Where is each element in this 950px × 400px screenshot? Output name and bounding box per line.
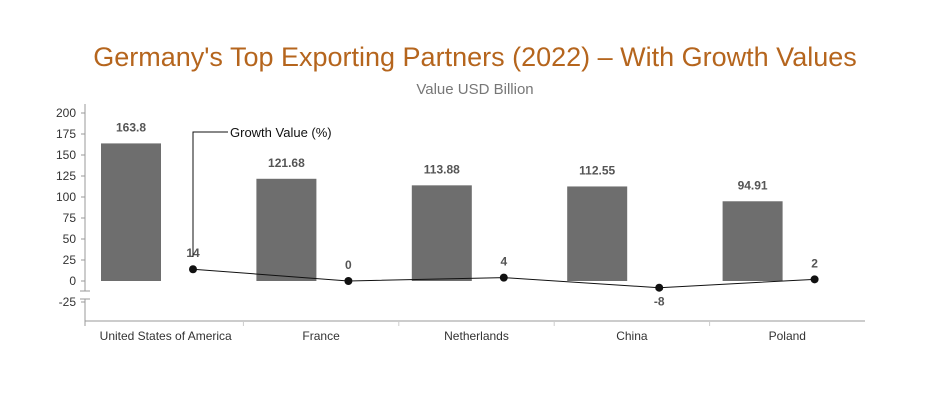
growth-point (655, 283, 664, 292)
growth-value-label: 2 (811, 256, 818, 270)
x-axis: United States of America France Netherland… (85, 320, 865, 343)
bar-series: 163.8 121.68 113.88 112.55 94.91 (101, 120, 783, 281)
x-tick-label: China (616, 329, 648, 343)
y-tick-label: 200 (56, 106, 76, 120)
y-axis: 200 175 150 125 100 75 50 25 0 -25 (56, 104, 90, 326)
x-tick-label: United States of America (100, 329, 232, 343)
bar-value-label: 163.8 (116, 120, 146, 134)
x-tick-label: France (302, 329, 340, 343)
y-tick-label: 125 (56, 169, 76, 183)
y-tick-label: 100 (56, 190, 76, 204)
callout-label: Growth Value (%) (230, 125, 332, 140)
y-tick-label: 25 (63, 253, 77, 267)
y-tick-label: -25 (59, 295, 77, 309)
growth-callout: Growth Value (%) (192, 125, 332, 257)
y-tick-label: 0 (69, 274, 76, 288)
bar (722, 201, 783, 281)
x-tick-label: Poland (769, 329, 806, 343)
bar-value-label: 113.88 (424, 162, 460, 176)
bar (101, 143, 161, 281)
growth-value-label: 4 (500, 255, 507, 269)
bar-value-label: 112.55 (579, 163, 615, 177)
growth-value-label: -8 (654, 295, 665, 309)
growth-point (344, 277, 353, 285)
chart-title: Germany's Top Exporting Partners (2022) … (93, 42, 857, 72)
bar (567, 186, 628, 281)
y-tick-label: 75 (63, 211, 77, 225)
chart-subtitle: Value USD Billion (416, 81, 534, 98)
callout-leader (192, 131, 228, 257)
y-tick-label: 175 (56, 127, 76, 141)
bar-value-label: 94.91 (738, 178, 768, 192)
growth-point (499, 273, 508, 282)
y-tick-label: 50 (63, 232, 77, 246)
bar (256, 178, 317, 281)
x-tick-label: Netherlands (444, 329, 509, 343)
y-tick-label: 150 (56, 148, 76, 162)
growth-point (810, 275, 819, 284)
bar-value-label: 121.68 (268, 156, 305, 170)
growth-point (189, 265, 197, 274)
growth-value-label: 0 (345, 258, 352, 272)
bar (411, 185, 472, 281)
